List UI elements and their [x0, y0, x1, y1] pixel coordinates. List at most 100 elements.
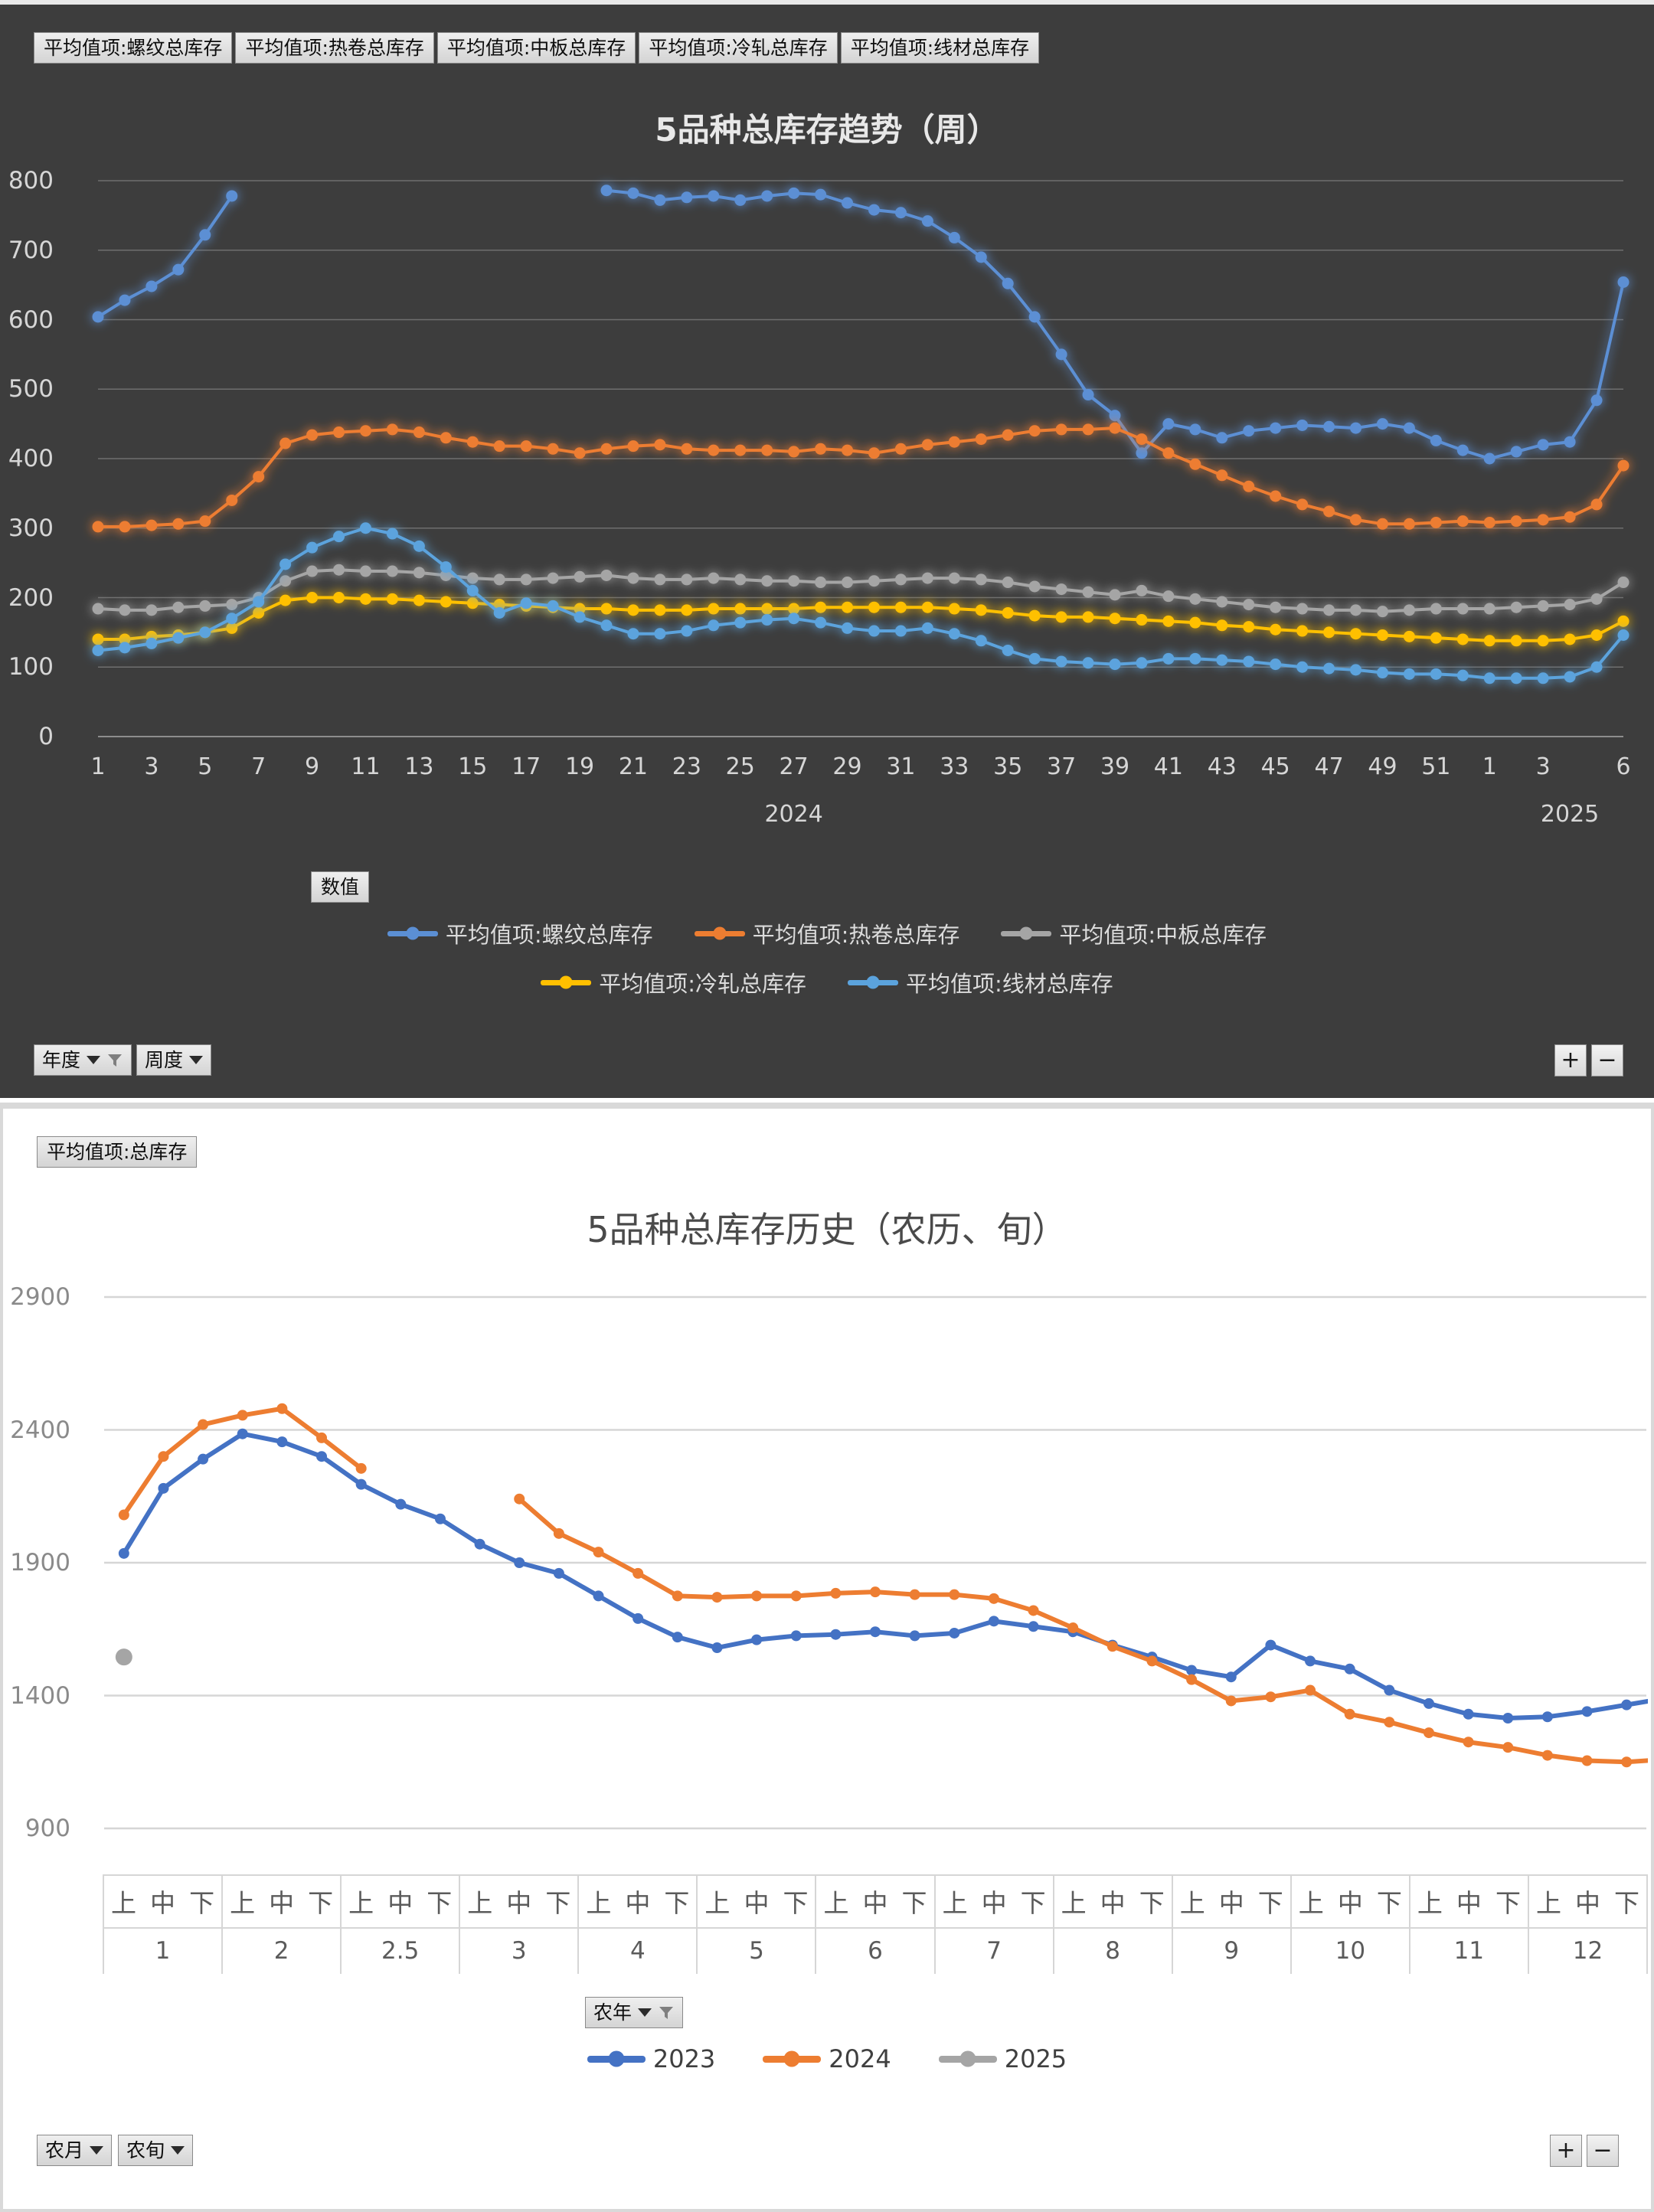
x-month-group: 上中下 9 [1171, 1876, 1290, 1974]
x-xun-label: 下 [1020, 1888, 1046, 1919]
filter-button-lunar-xun[interactable]: 农旬 [118, 2135, 194, 2166]
legend-item-2025[interactable]: 2025 [938, 2044, 1067, 2073]
x-month-group: 上中下 11 [1408, 1876, 1528, 1974]
legend-swatch-plate [1001, 926, 1052, 940]
pivot-field-button-rebar[interactable]: 平均值项:螺纹总库存 [34, 32, 233, 64]
filter-button-lunar-month[interactable]: 农月 [37, 2135, 113, 2166]
legend-swatch-2024 [763, 2050, 822, 2067]
x-tick-label: 1 [1482, 753, 1497, 780]
filter-button-week[interactable]: 周度 [136, 1044, 212, 1076]
legend-label-2024: 2024 [829, 2044, 891, 2073]
legend-swatch-2025 [938, 2050, 997, 2067]
x-xun-label: 下 [1495, 1888, 1521, 1919]
legend-swatch-coldroll [541, 975, 592, 989]
x-xun-label: 中 [981, 1888, 1007, 1919]
x-xun-label: 上 [1298, 1888, 1324, 1919]
x-tick-label: 1 [90, 753, 106, 780]
pivot-field-button-coldroll[interactable]: 平均值项:冷轧总库存 [639, 32, 838, 64]
legend-item-wire[interactable]: 平均值项:线材总库存 [848, 966, 1113, 998]
legend-item-2023[interactable]: 2023 [587, 2044, 715, 2073]
weekly-chart-svg [92, 180, 1629, 737]
pivot-field-label: 平均值项:螺纹总库存 [44, 37, 223, 59]
x-tick-label: 45 [1260, 753, 1290, 780]
pivot-field-button-hotroll[interactable]: 平均值项:热卷总库存 [235, 32, 434, 64]
y-tick-label: 1400 [10, 1681, 70, 1710]
y-tick-label: 2900 [10, 1283, 70, 1311]
legend-label-coldroll: 平均值项:冷轧总库存 [599, 971, 806, 997]
x-tick-label: 13 [404, 753, 434, 780]
pivot-field-button-plate[interactable]: 平均值项:中板总库存 [436, 32, 636, 64]
y-tick-label: 2400 [10, 1416, 70, 1444]
legend-item-plate[interactable]: 平均值项:中板总库存 [1001, 917, 1267, 949]
legend-item-2024[interactable]: 2024 [763, 2044, 891, 2073]
collapse-button[interactable]: − [1591, 1044, 1623, 1077]
x-month-label: 4 [579, 1926, 697, 1974]
weekly-chart-title: 5品种总库存趋势（周） [655, 111, 999, 149]
x-xun-label: 上 [1061, 1888, 1087, 1919]
chevron-down-icon [638, 2008, 652, 2017]
x-tick-label: 5 [198, 753, 213, 780]
x-tick-label: 15 [458, 753, 488, 780]
x-month-label: 5 [698, 1926, 816, 1974]
y-tick-label: 600 [8, 305, 54, 334]
x-month-label: 12 [1528, 1926, 1647, 1974]
x-xun-label: 上 [111, 1888, 137, 1919]
y-tick-label: 300 [8, 514, 54, 542]
x-tick-label: 47 [1314, 753, 1344, 780]
filter-button-year[interactable]: 年度 [34, 1044, 132, 1076]
x-tick-label: 49 [1368, 753, 1397, 780]
legend-field-label: 农年 [593, 2001, 633, 2024]
x-month-group: 上中下 3 [459, 1876, 578, 1974]
x-group-label: 2024 [764, 801, 823, 828]
x-tick-label: 33 [940, 753, 969, 780]
legend-label-rebar: 平均值项:螺纹总库存 [445, 922, 653, 948]
x-month-group: 上中下 2 [221, 1876, 341, 1974]
chevron-down-icon [189, 1056, 204, 1064]
collapse-button[interactable]: − [1587, 2135, 1619, 2167]
x-month-label: 8 [1054, 1926, 1172, 1974]
x-xun-label: 中 [625, 1888, 651, 1919]
x-xun-label: 上 [1535, 1888, 1561, 1919]
x-tick-label: 17 [512, 753, 541, 780]
filter-label-week: 周度 [145, 1049, 184, 1071]
weekly-y-axis-labels: 0 100 200 300 400 500 600 700 800 [0, 167, 83, 750]
x-tick-label: 43 [1207, 753, 1237, 780]
lunar-footer-filters: 农月 农旬 [37, 2135, 194, 2166]
x-xun-label: 中 [1100, 1888, 1126, 1919]
lunar-zoom-controls: + − [1550, 2135, 1619, 2167]
x-xun-label: 上 [586, 1888, 612, 1919]
y-tick-label: 1900 [10, 1549, 70, 1576]
x-xun-label: 下 [901, 1888, 927, 1919]
chevron-down-icon [90, 2146, 104, 2155]
y-tick-label: 200 [8, 583, 54, 612]
x-tick-label: 51 [1421, 753, 1451, 780]
x-tick-label: 9 [305, 753, 320, 780]
legend-field-button-values[interactable]: 数值 [311, 871, 370, 903]
x-xun-label: 上 [1417, 1888, 1443, 1919]
x-month-label: 6 [816, 1926, 934, 1974]
legend-item-coldroll[interactable]: 平均值项:冷轧总库存 [541, 966, 806, 998]
legend-label-plate: 平均值项:中板总库存 [1059, 922, 1267, 948]
y-tick-label: 400 [8, 445, 54, 472]
x-xun-label: 上 [348, 1888, 374, 1919]
expand-button[interactable]: + [1554, 1044, 1587, 1077]
pivot-field-label: 平均值项:总库存 [47, 1141, 188, 1163]
pivot-field-label: 平均值项:线材总库存 [850, 37, 1030, 59]
y-tick-label: 800 [8, 167, 54, 194]
x-tick-label: 19 [564, 753, 595, 780]
x-tick-label: 3 [144, 753, 159, 780]
legend-label-wire: 平均值项:线材总库存 [906, 971, 1113, 997]
chevron-down-icon [87, 1056, 101, 1064]
legend-item-hotroll[interactable]: 平均值项:热卷总库存 [694, 917, 959, 949]
expand-button[interactable]: + [1550, 2135, 1582, 2167]
lunar-chart-svg [104, 1296, 1648, 1830]
legend-field-button-lunar-year[interactable]: 农年 [585, 1997, 684, 2028]
x-group-label: 2025 [1540, 801, 1600, 828]
x-tick-label: 21 [618, 753, 649, 780]
weekly-x-axis-labels: 1 3 5 7 9 11 13 15 17 19 21 23 25 27 29 31 33 35 37 39 41 43 4… [0, 753, 1654, 790]
pivot-field-button-wire[interactable]: 平均值项:线材总库存 [840, 32, 1040, 64]
legend-item-rebar[interactable]: 平均值项:螺纹总库存 [387, 917, 653, 949]
pivot-field-button-total[interactable]: 平均值项:总库存 [37, 1136, 198, 1168]
weekly-zoom-controls: + − [1554, 1044, 1623, 1077]
x-tick-label: 41 [1153, 753, 1183, 780]
